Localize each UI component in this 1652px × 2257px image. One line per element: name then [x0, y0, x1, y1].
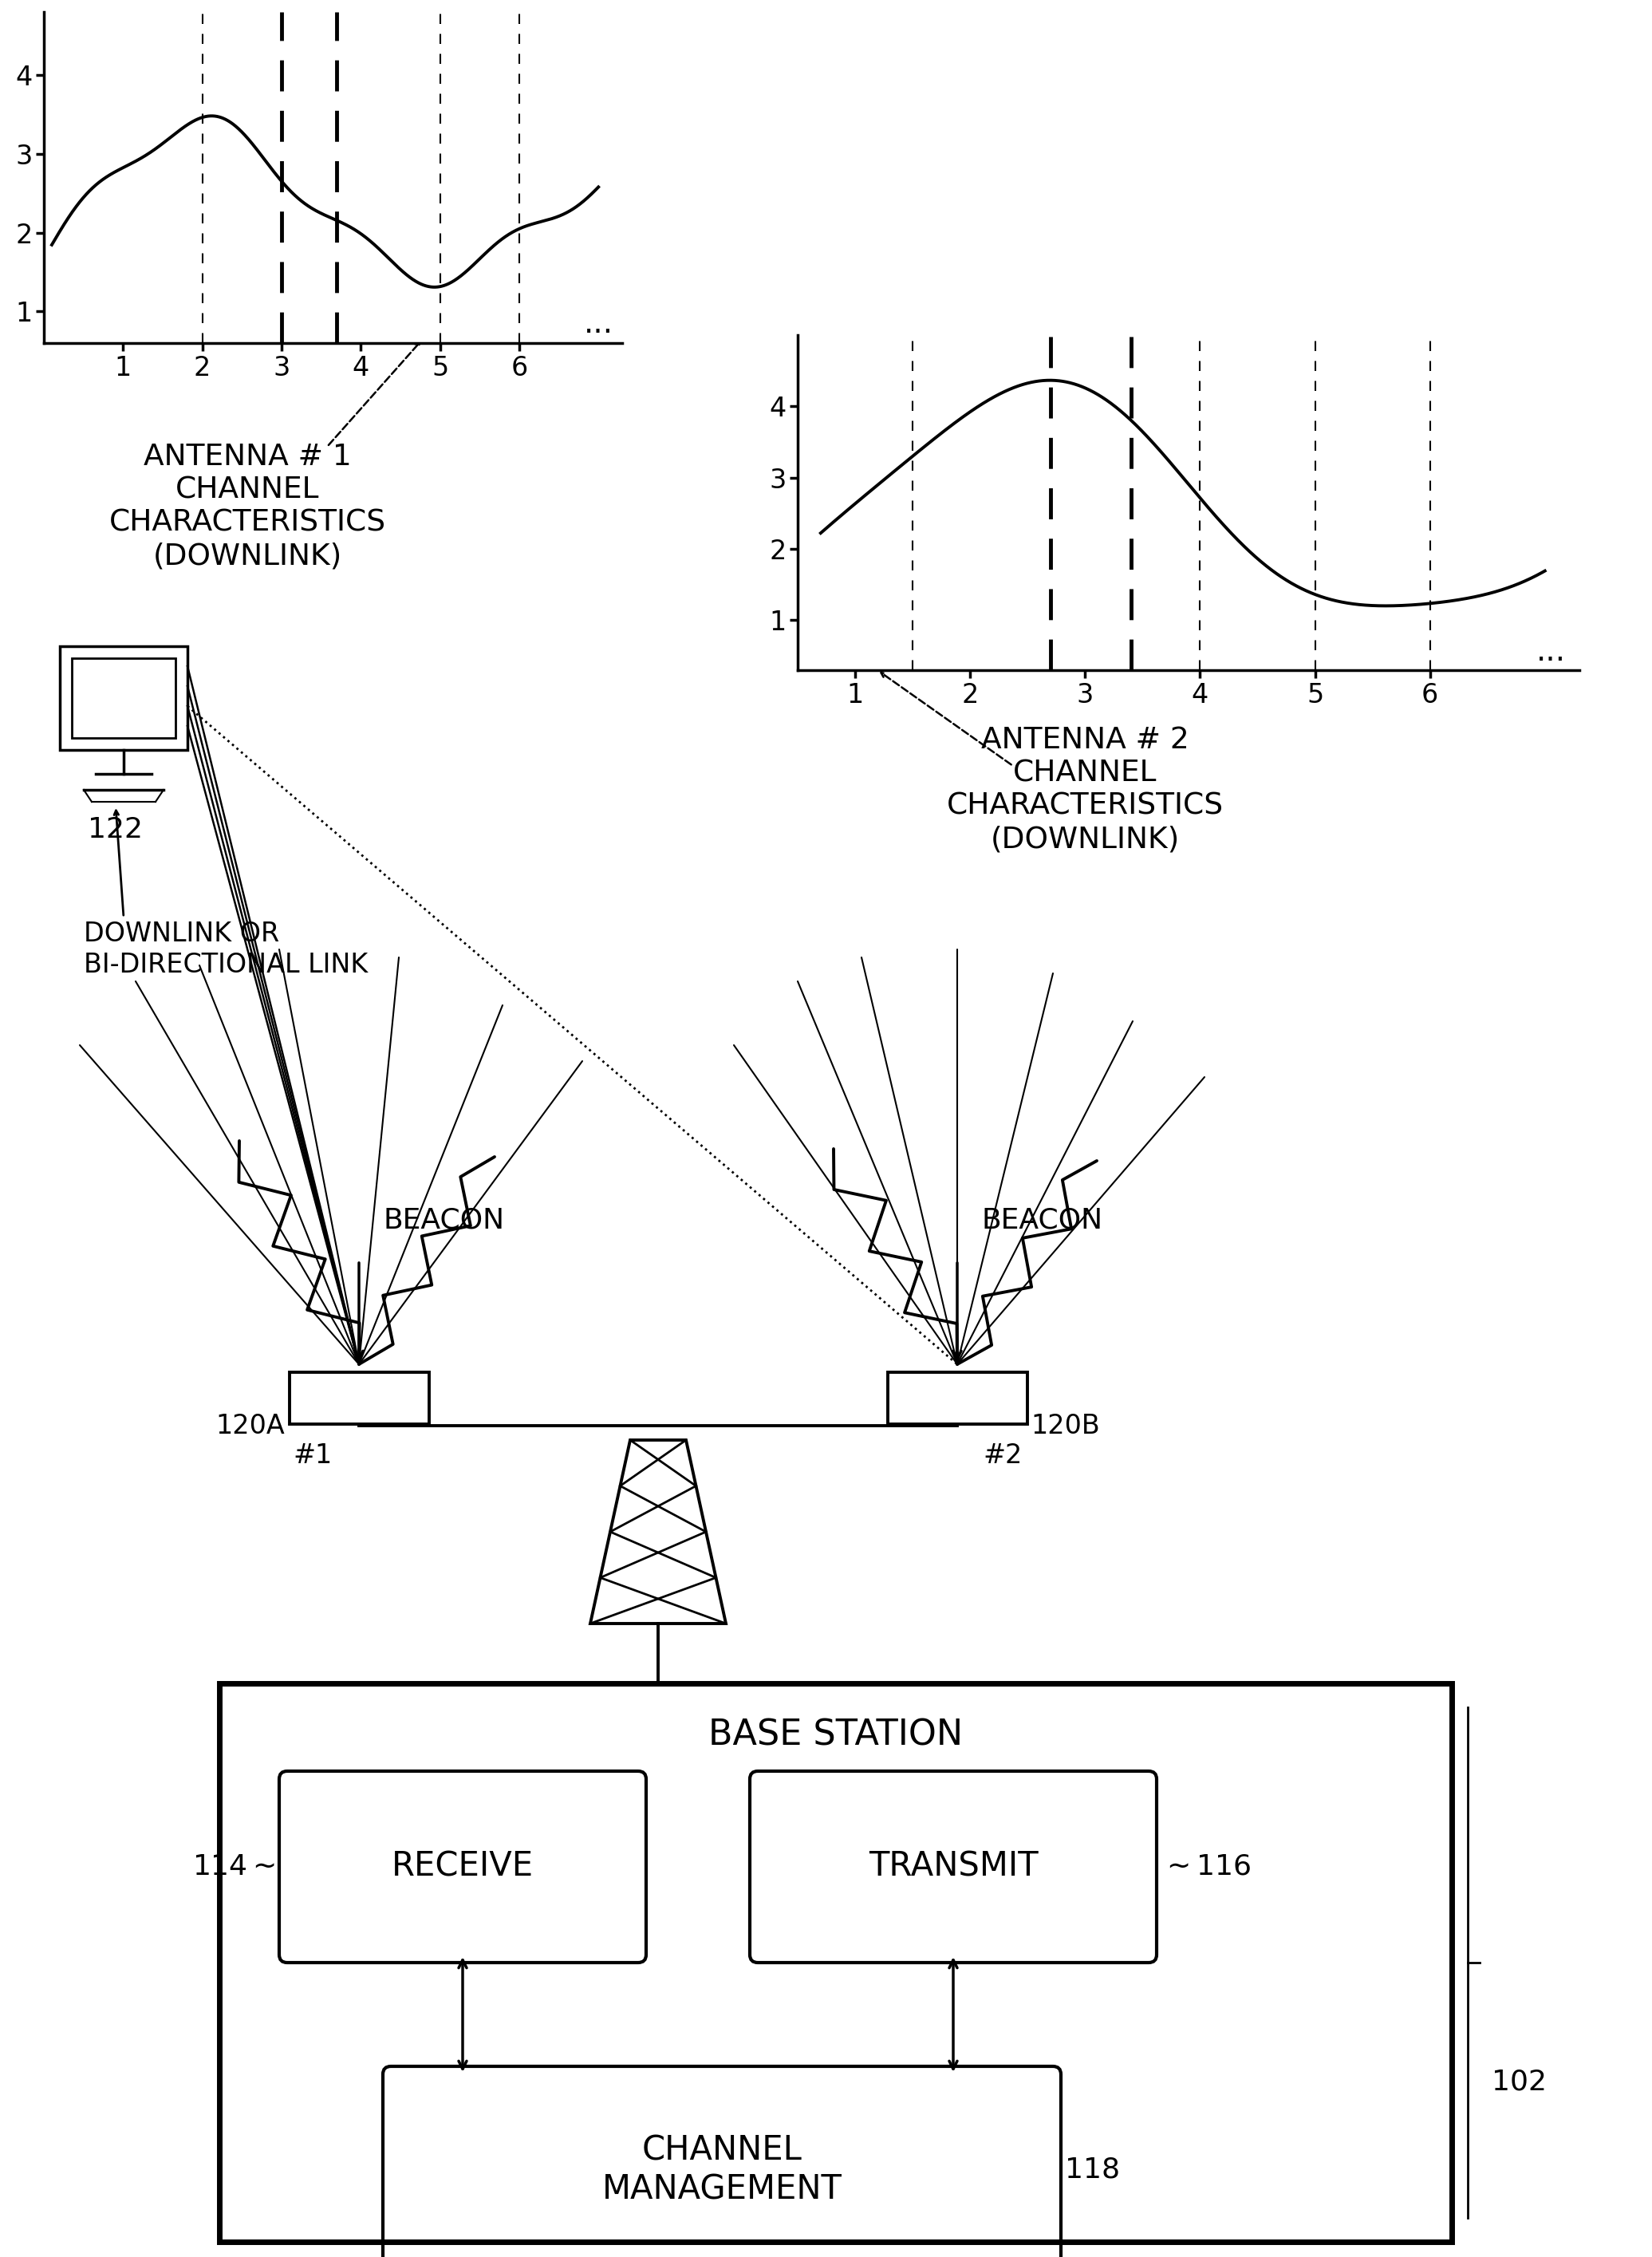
Text: ANTENNA # 1
CHANNEL
CHARACTERISTICS
(DOWNLINK): ANTENNA # 1 CHANNEL CHARACTERISTICS (DOW… [109, 442, 385, 571]
Text: $\sim$116: $\sim$116 [1161, 1853, 1251, 1880]
Text: 102: 102 [1492, 2070, 1546, 2097]
Text: 122: 122 [88, 817, 144, 844]
Text: 114$\sim$: 114$\sim$ [192, 1853, 276, 1880]
Text: #1: #1 [294, 1442, 332, 1469]
Text: #2: #2 [983, 1442, 1023, 1469]
Text: CHANNEL
MANAGEMENT: CHANNEL MANAGEMENT [601, 2133, 843, 2205]
Text: BEACON: BEACON [383, 1207, 504, 1235]
Text: 120A: 120A [216, 1413, 286, 1440]
Text: 120B: 120B [1031, 1413, 1100, 1440]
Text: DOWNLINK OR
BI-DIRECTIONAL LINK: DOWNLINK OR BI-DIRECTIONAL LINK [84, 921, 368, 977]
Text: BASE STATION: BASE STATION [709, 1718, 963, 1751]
Text: RECEIVE: RECEIVE [392, 1851, 534, 1885]
Text: ...: ... [583, 309, 613, 339]
Text: ...: ... [1536, 636, 1566, 666]
Text: TRANSMIT: TRANSMIT [869, 1851, 1037, 1885]
Text: BEACON: BEACON [981, 1207, 1102, 1235]
Text: 118: 118 [1066, 2155, 1120, 2183]
Text: ANTENNA # 2
CHANNEL
CHARACTERISTICS
(DOWNLINK): ANTENNA # 2 CHANNEL CHARACTERISTICS (DOW… [947, 727, 1222, 853]
